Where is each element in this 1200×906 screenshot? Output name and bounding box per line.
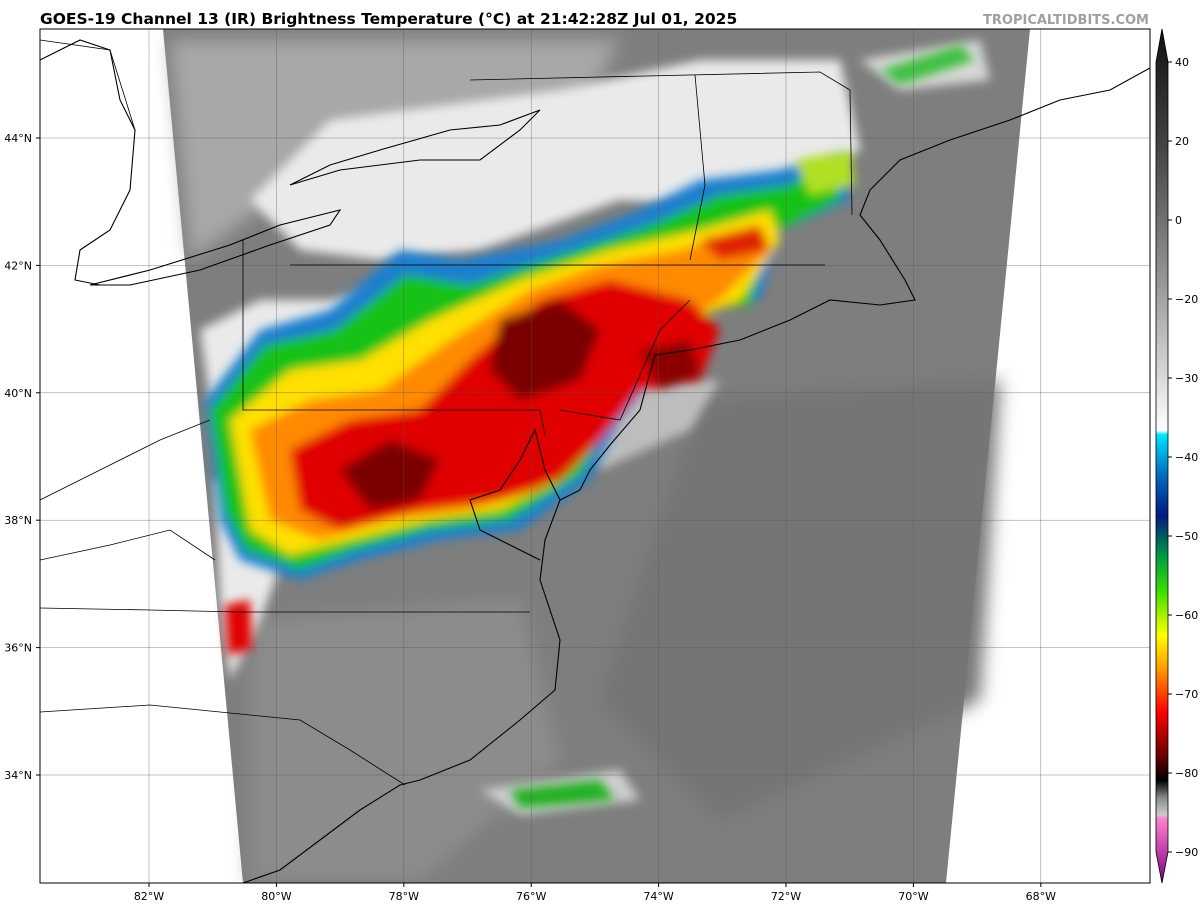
title: GOES-19 Channel 13 (IR) Brightness Tempe… [40,10,737,28]
lat-label: 44°N [4,132,32,145]
map-frame [39,28,1151,884]
colorbar-label: 40 [1175,56,1189,69]
colorbar-label: 20 [1175,135,1189,148]
colorbar-label: −20 [1175,293,1198,306]
lon-label: 72°W [771,890,801,903]
lat-label: 40°N [4,387,32,400]
colorbar-label: −30 [1175,372,1198,385]
colorbar-label: 0 [1175,214,1182,227]
lat-label: 34°N [4,769,32,782]
lon-label: 68°W [1026,890,1056,903]
lon-label: 76°W [516,890,546,903]
colorbar-label: −60 [1175,609,1198,622]
watermark: TROPICALTIDBITS.COM [983,13,1149,28]
colorbar-label: −50 [1175,530,1198,543]
colorbar [1155,28,1169,884]
lon-label: 70°W [898,890,928,903]
lat-label: 38°N [4,514,32,527]
lat-label: 42°N [4,259,32,272]
lon-label: 80°W [261,890,291,903]
colorbar-label: −70 [1175,688,1198,701]
lon-label: 78°W [389,890,419,903]
colorbar-label: −90 [1175,846,1198,859]
colorbar-label: −80 [1175,767,1198,780]
lat-label: 36°N [4,642,32,655]
lon-label: 74°W [643,890,673,903]
colorbar-label: −40 [1175,451,1198,464]
map-image [40,29,1150,883]
lon-label: 82°W [134,890,164,903]
